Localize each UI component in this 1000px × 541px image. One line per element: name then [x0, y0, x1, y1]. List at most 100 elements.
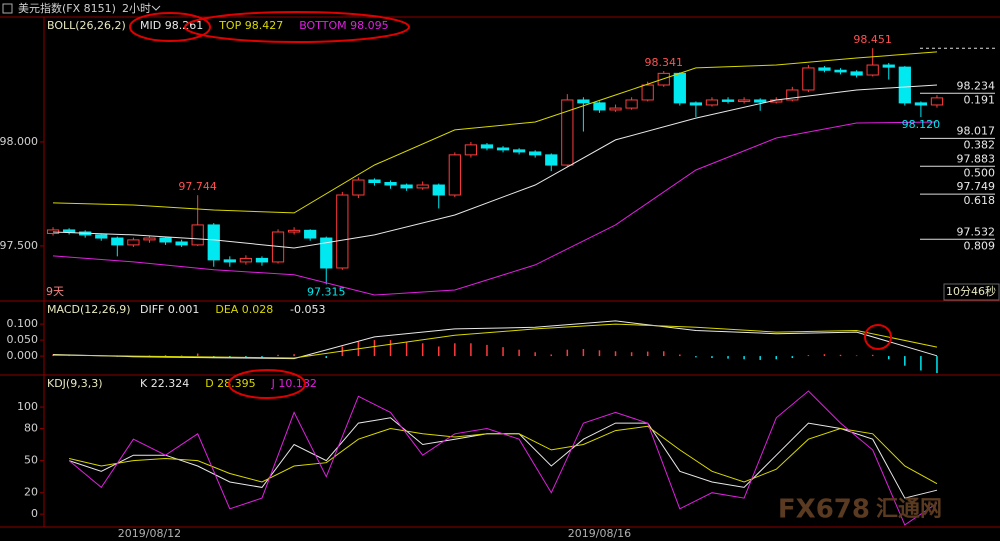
y-tick-label: 0	[31, 507, 38, 520]
y-tick-label: 100	[17, 400, 38, 413]
candle-body	[320, 237, 333, 269]
period-selector[interactable]: 2小时	[122, 2, 151, 15]
candle-body	[496, 147, 510, 151]
legend-entry: DIFF 0.001	[140, 303, 199, 316]
candle-body	[705, 99, 719, 106]
candle-body	[721, 99, 735, 102]
legend-entry: MID 98.261	[140, 19, 203, 32]
macd-panel	[52, 320, 938, 374]
candle-body	[62, 229, 76, 233]
candle-body	[786, 89, 799, 101]
indicator-line	[68, 390, 938, 526]
watermark: 汇通网	[876, 497, 942, 522]
indicator-label: MACD(12,26,9)	[47, 303, 131, 316]
y-tick-label: 0.000	[7, 349, 39, 362]
price-panel	[46, 48, 944, 296]
fib-level-price: 98.017	[957, 124, 996, 137]
legend-entry: TOP 98.427	[218, 19, 283, 32]
candle-body	[223, 259, 236, 263]
indicator-line	[52, 51, 938, 214]
highlight-ellipse	[129, 12, 211, 42]
candle-body	[625, 99, 638, 109]
legend-entry: DEA 0.028	[215, 303, 273, 316]
candle-body	[400, 184, 413, 189]
candle-body	[384, 182, 397, 186]
candle-body	[802, 67, 815, 91]
candle-body	[464, 144, 478, 156]
candle-body	[143, 237, 156, 241]
price-annotation: 97.744	[178, 180, 217, 193]
fib-level-price: 97.883	[957, 152, 996, 165]
legend-entry: BOTTOM 98.095	[299, 19, 388, 32]
fib-level-price: 98.234	[957, 79, 996, 92]
countdown-box	[943, 283, 1000, 301]
labels: BOLL(26,26,2) MACD(12,26,9) KDJ(9,3,3) -…	[0, 19, 1000, 540]
candle-body	[545, 154, 558, 166]
candle-body	[255, 257, 269, 263]
fib-level-ratio: 0.382	[964, 138, 996, 151]
indicator-line	[52, 323, 938, 359]
fib-level-ratio: 0.500	[964, 166, 996, 179]
highlight-ellipse	[228, 369, 306, 399]
candle-body	[914, 102, 928, 106]
candle-body	[127, 239, 140, 246]
candle-body	[159, 237, 172, 243]
y-tick-label: 20	[24, 486, 38, 499]
price-annotation: 98.341	[645, 56, 684, 69]
x-tick-label: 2019/08/16	[568, 527, 631, 540]
candle-body	[641, 84, 654, 101]
y-tick-label: 80	[24, 421, 38, 434]
fib-level-price: 97.749	[957, 180, 996, 193]
candle-body	[95, 234, 108, 239]
candle-body	[352, 179, 365, 196]
candle-body	[191, 224, 204, 246]
candle-body	[577, 99, 590, 104]
fib-level-ratio: 0.618	[964, 194, 996, 207]
candle-body	[336, 194, 349, 269]
candle-body	[754, 99, 767, 103]
y-tick-label: 0.100	[7, 317, 39, 330]
x-tick-label: 2019/08/12	[118, 527, 181, 540]
legend-entry: D 28.395	[205, 377, 255, 390]
candle-body	[368, 179, 381, 184]
candle-body	[834, 69, 847, 73]
candle-body	[818, 67, 831, 71]
candle-body	[529, 151, 542, 156]
price-annotation: 98.451	[853, 33, 892, 46]
instrument-title: 美元指数(FX 8151)	[18, 1, 116, 15]
price-annotation: 98.120	[902, 118, 941, 131]
price-annotation: 97.315	[307, 285, 346, 298]
candle-body	[448, 154, 461, 196]
candle-body	[561, 99, 574, 166]
candle-body	[239, 257, 253, 263]
menu-icon[interactable]	[2, 3, 13, 14]
watermark: FX678	[778, 495, 870, 525]
candle-body	[850, 71, 863, 76]
candle-body	[111, 237, 124, 246]
dropdown-arrow[interactable]	[151, 5, 161, 11]
candle-body	[416, 184, 429, 189]
y-tick-label: 97.500	[0, 239, 38, 252]
countdown: 10分46秒	[946, 284, 996, 298]
candle-body	[609, 107, 622, 111]
highlight-ellipse	[184, 11, 410, 43]
fib-level-ratio: 0.809	[964, 239, 996, 252]
candle-body	[689, 102, 703, 106]
candle-body	[930, 97, 944, 106]
y-tick-label: 98.000	[0, 135, 38, 148]
candle-body	[207, 224, 220, 261]
indicator-label: KDJ(9,3,3)	[47, 377, 103, 390]
highlight-ellipse	[864, 324, 892, 350]
candle-body	[175, 241, 188, 246]
indicator-line	[52, 320, 938, 360]
candle-body	[512, 149, 526, 153]
candle-body	[593, 102, 606, 111]
candle-body	[866, 64, 879, 76]
candle-body	[882, 64, 895, 68]
candle-body	[304, 229, 317, 239]
candle-body	[480, 144, 494, 149]
candle-body	[432, 184, 445, 196]
